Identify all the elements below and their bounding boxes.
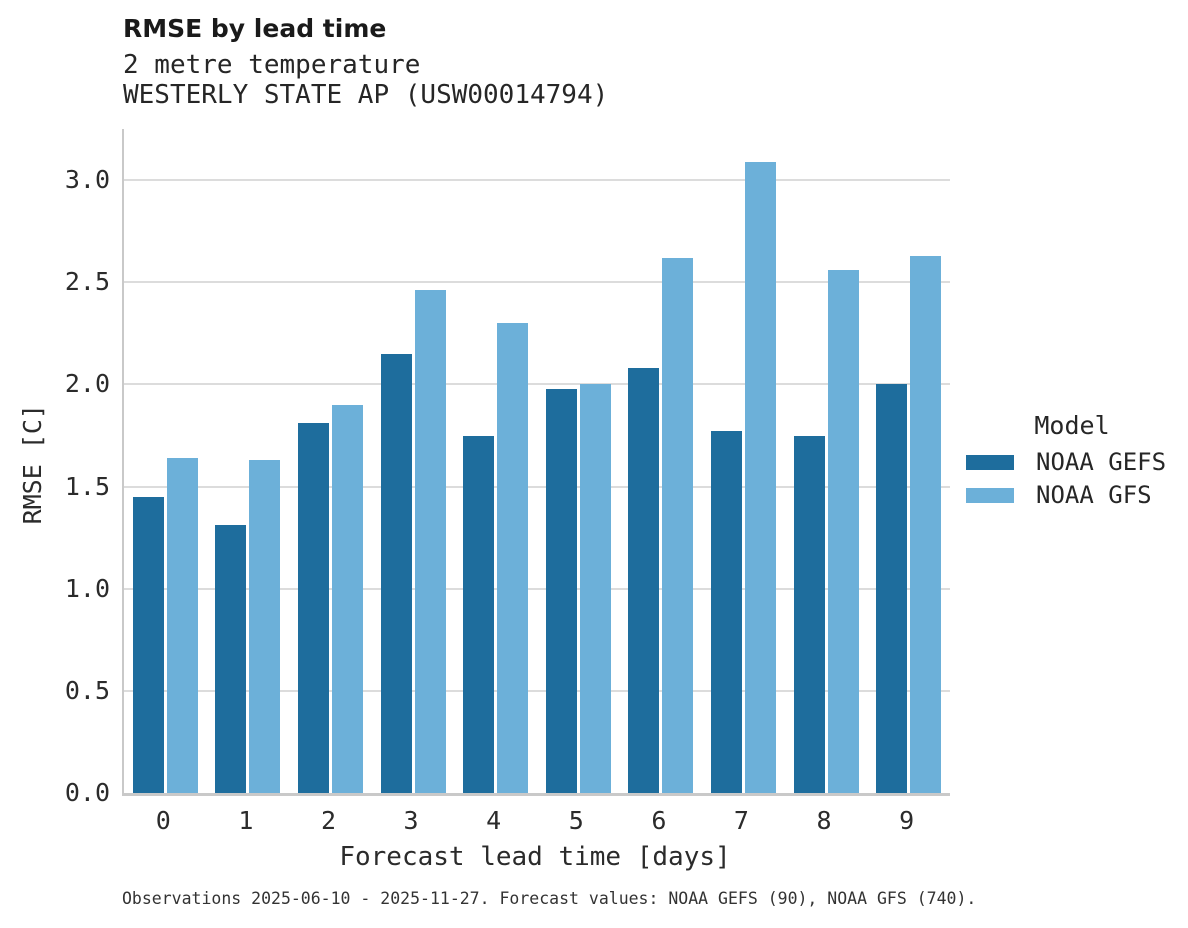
y-tick-label-0.0: 0.0 [64,778,110,807]
chart-subtitle-variable: 2 metre temperature [123,50,421,80]
bar-noaa-gefs-lead-7 [710,431,742,793]
bar-group-lead-8 [785,129,868,793]
bar-noaa-gfs-lead-0 [166,457,198,793]
y-tick-labels: 0.0 0.5 1.0 1.5 2.0 2.5 3.0 [0,129,110,807]
bar-noaa-gfs-lead-7 [744,161,776,793]
legend-swatch-noaa-gefs [966,454,1014,470]
legend-label-noaa-gefs: NOAA GEFS [1036,448,1167,476]
bar-noaa-gefs-lead-6 [628,368,660,793]
chart-subtitle-station: WESTERLY STATE AP (USW00014794) [123,80,609,110]
legend-title: Model [1034,411,1110,440]
y-tick-label-1.5: 1.5 [64,471,110,501]
x-tick-label-9: 9 [899,806,915,835]
bar-group-lead-7 [702,129,785,793]
gridline-2.0 [124,383,950,386]
bar-group-lead-1 [207,129,290,793]
bar-noaa-gfs-lead-9 [910,255,942,793]
legend-entry-noaa-gefs: NOAA GEFS [966,448,1178,476]
y-tick-label-3.0: 3.0 [64,165,110,195]
legend-label-noaa-gfs: NOAA GFS [1036,481,1152,509]
gridline-3.0 [124,179,950,182]
x-tick-label-4: 4 [486,806,502,835]
gridline-2.5 [124,281,950,284]
x-tick-label-5: 5 [568,806,584,835]
bar-noaa-gfs-lead-8 [827,270,859,793]
bar-group-lead-4 [454,129,537,793]
bar-noaa-gfs-lead-6 [662,257,694,793]
bar-noaa-gefs-lead-3 [380,353,412,793]
bar-noaa-gefs-lead-1 [215,525,247,793]
bar-noaa-gefs-lead-4 [463,435,495,793]
bar-noaa-gfs-lead-1 [249,460,281,793]
y-tick-label-1.0: 1.0 [64,573,110,603]
y-tick-label-0.5: 0.5 [64,675,110,705]
gridline-1.0 [124,587,950,590]
bar-group-lead-0 [124,129,207,793]
plot-area [122,129,950,796]
x-tick-label-8: 8 [816,806,832,835]
bar-noaa-gefs-lead-9 [876,384,908,793]
gridline-0.5 [124,689,950,692]
chart-title: RMSE by lead time [123,14,387,43]
x-axis-label: Forecast lead time [days] [339,842,731,872]
bar-noaa-gfs-lead-5 [579,384,611,793]
bars [124,129,950,793]
footer-caption: Observations 2025-06-10 - 2025-11-27. Fo… [122,889,977,908]
bar-group-lead-9 [867,129,950,793]
bar-group-lead-6 [620,129,703,793]
y-tick-label-2.0: 2.0 [64,369,110,399]
x-tick-label-7: 7 [733,806,749,835]
bar-noaa-gfs-lead-3 [414,290,446,793]
x-tick-label-1: 1 [238,806,254,835]
gridline-1.5 [124,485,950,488]
bar-group-lead-3 [372,129,455,793]
bar-noaa-gefs-lead-2 [297,423,329,793]
bar-noaa-gefs-lead-0 [132,496,164,793]
x-tick-label-3: 3 [403,806,419,835]
bar-group-lead-5 [537,129,620,793]
bar-noaa-gefs-lead-5 [545,388,577,793]
legend-entry-noaa-gfs: NOAA GFS [966,481,1178,509]
y-tick-label-2.5: 2.5 [64,267,110,297]
x-tick-label-0: 0 [155,806,171,835]
legend-swatch-noaa-gfs [966,487,1014,503]
x-tick-label-6: 6 [651,806,667,835]
legend: Model NOAA GEFS NOAA GFS [966,411,1178,509]
bar-group-lead-2 [289,129,372,793]
bar-noaa-gfs-lead-4 [497,323,529,793]
bar-noaa-gefs-lead-8 [793,435,825,793]
bar-noaa-gfs-lead-2 [331,404,363,793]
x-tick-labels: 0 1 2 3 4 5 6 7 8 9 [122,806,948,835]
x-tick-label-2: 2 [320,806,337,835]
